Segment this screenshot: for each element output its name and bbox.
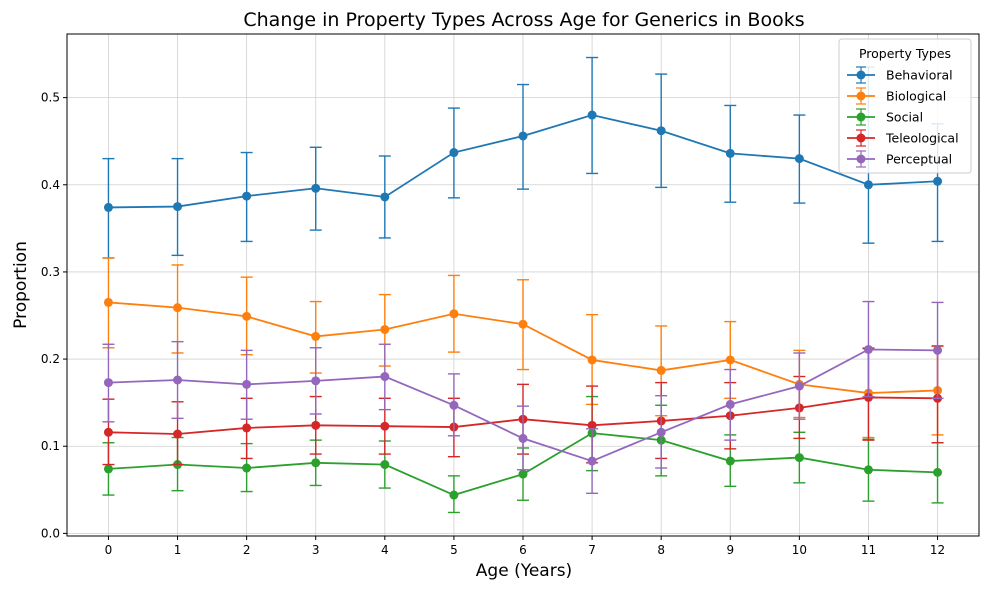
data-point bbox=[725, 355, 735, 365]
data-point bbox=[587, 355, 597, 365]
data-point bbox=[173, 375, 183, 385]
data-point bbox=[380, 324, 390, 334]
data-point bbox=[794, 381, 804, 391]
data-point bbox=[518, 131, 528, 141]
x-tick-label: 4 bbox=[381, 543, 389, 557]
x-tick-label: 3 bbox=[312, 543, 320, 557]
legend-marker bbox=[856, 154, 866, 164]
data-point bbox=[863, 344, 873, 354]
data-point bbox=[242, 191, 252, 201]
data-point bbox=[449, 309, 459, 319]
x-tick-label: 6 bbox=[519, 543, 527, 557]
data-point bbox=[933, 176, 943, 186]
legend-marker bbox=[856, 70, 866, 80]
data-point bbox=[311, 420, 321, 430]
data-point bbox=[173, 303, 183, 313]
data-point bbox=[311, 331, 321, 341]
data-point bbox=[311, 376, 321, 386]
chart-title: Change in Property Types Across Age for … bbox=[243, 9, 804, 31]
legend-entry-behavioral: Behavioral bbox=[847, 66, 953, 84]
data-point bbox=[449, 400, 459, 410]
x-tick-label: 2 bbox=[243, 543, 251, 557]
data-point bbox=[656, 365, 666, 375]
data-point bbox=[311, 458, 321, 468]
legend-marker bbox=[856, 133, 866, 143]
data-point bbox=[449, 148, 459, 158]
legend-marker bbox=[856, 91, 866, 101]
legend-label: Behavioral bbox=[886, 68, 953, 83]
legend-entry-teleological: Teleological bbox=[847, 129, 959, 147]
y-axis-label: Proportion bbox=[11, 241, 31, 329]
x-tick-label: 9 bbox=[726, 543, 734, 557]
x-tick-label: 12 bbox=[930, 543, 945, 557]
legend-marker bbox=[856, 112, 866, 122]
data-point bbox=[794, 453, 804, 463]
legend-label: Social bbox=[886, 110, 923, 125]
data-point bbox=[518, 319, 528, 329]
y-tick-label: 0.2 bbox=[41, 352, 60, 366]
data-point bbox=[933, 467, 943, 477]
axis-ticks: 0 1 2 3 4 5 6 7 8 9 10 11 120.00.10.20.30.40.5 bbox=[41, 91, 945, 557]
data-point bbox=[725, 456, 735, 466]
x-tick-label: 0 bbox=[105, 543, 113, 557]
data-point bbox=[380, 460, 390, 470]
data-point bbox=[725, 148, 735, 158]
data-point bbox=[587, 456, 597, 466]
data-point bbox=[380, 372, 390, 382]
legend-label: Perceptual bbox=[886, 152, 952, 167]
series-layer bbox=[102, 56, 944, 514]
data-point bbox=[725, 399, 735, 409]
x-tick-label: 11 bbox=[861, 543, 876, 557]
x-axis-label: Age (Years) bbox=[476, 561, 572, 581]
data-point bbox=[242, 311, 252, 321]
data-point bbox=[587, 110, 597, 120]
data-point bbox=[380, 192, 390, 202]
data-point bbox=[311, 183, 321, 193]
data-point bbox=[103, 297, 113, 307]
data-point bbox=[933, 345, 943, 355]
y-tick-label: 0.5 bbox=[41, 91, 60, 105]
data-point bbox=[242, 423, 252, 433]
x-tick-label: 1 bbox=[174, 543, 182, 557]
data-point bbox=[863, 392, 873, 402]
legend-label: Teleological bbox=[885, 131, 959, 146]
legend-label: Biological bbox=[886, 89, 946, 104]
legend-entry-perceptual: Perceptual bbox=[847, 150, 952, 168]
data-point bbox=[863, 180, 873, 190]
y-tick-label: 0.4 bbox=[41, 178, 60, 192]
x-tick-label: 7 bbox=[588, 543, 596, 557]
legend-box bbox=[838, 38, 972, 174]
series-perceptual bbox=[102, 300, 944, 494]
x-tick-label: 5 bbox=[450, 543, 458, 557]
data-point bbox=[380, 421, 390, 431]
legend-entry-biological: Biological bbox=[847, 87, 946, 105]
series-behavioral bbox=[102, 56, 944, 259]
data-point bbox=[587, 420, 597, 430]
data-point bbox=[794, 154, 804, 164]
data-point bbox=[656, 427, 666, 437]
data-point bbox=[242, 463, 252, 473]
data-point bbox=[518, 433, 528, 443]
data-point bbox=[103, 202, 113, 212]
data-point bbox=[173, 429, 183, 439]
data-point bbox=[103, 427, 113, 437]
plot-frame bbox=[66, 33, 980, 537]
legend-title: Property Types bbox=[859, 46, 951, 61]
legend-entry-social: Social bbox=[847, 108, 923, 126]
x-tick-label: 10 bbox=[792, 543, 807, 557]
data-point bbox=[518, 469, 528, 479]
data-point bbox=[242, 379, 252, 389]
data-point bbox=[863, 465, 873, 475]
y-tick-label: 0.0 bbox=[41, 526, 60, 540]
x-tick-label: 8 bbox=[657, 543, 665, 557]
legend: Property Types Behavioral Biological Socia… bbox=[838, 38, 972, 174]
data-point bbox=[656, 126, 666, 136]
data-point bbox=[103, 464, 113, 474]
y-tick-label: 0.1 bbox=[41, 439, 60, 453]
y-tick-label: 0.3 bbox=[41, 265, 60, 279]
data-point bbox=[173, 202, 183, 212]
data-point bbox=[103, 378, 113, 388]
data-point bbox=[449, 490, 459, 500]
